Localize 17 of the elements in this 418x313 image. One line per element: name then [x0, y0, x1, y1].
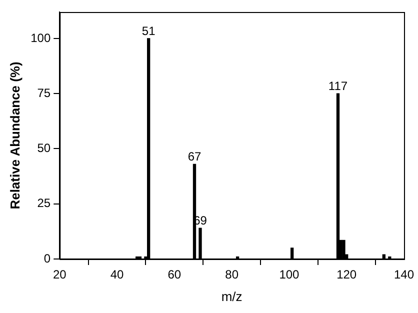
- annotation: 51: [142, 24, 156, 38]
- annotation: 67: [188, 149, 202, 164]
- y-tick-label: 50: [37, 141, 51, 156]
- y-tick-label: 100: [30, 30, 51, 45]
- x-tick-label: 120: [336, 268, 357, 282]
- annotation: 117: [328, 78, 348, 93]
- x-tick-label: 100: [279, 268, 300, 282]
- x-axis-title: m/z: [221, 288, 242, 304]
- x-tick-label: 60: [168, 268, 182, 282]
- y-tick-label: 25: [37, 196, 51, 210]
- y-tick-label: 75: [37, 86, 51, 100]
- x-tick-label: 80: [225, 268, 239, 282]
- y-tick-label: 0: [44, 251, 51, 266]
- y-axis-title: Relative Abundance (%): [7, 62, 22, 210]
- x-tick-label: 140: [394, 268, 414, 282]
- x-tick-label: 40: [110, 268, 124, 282]
- x-tick-label: 20: [52, 268, 67, 282]
